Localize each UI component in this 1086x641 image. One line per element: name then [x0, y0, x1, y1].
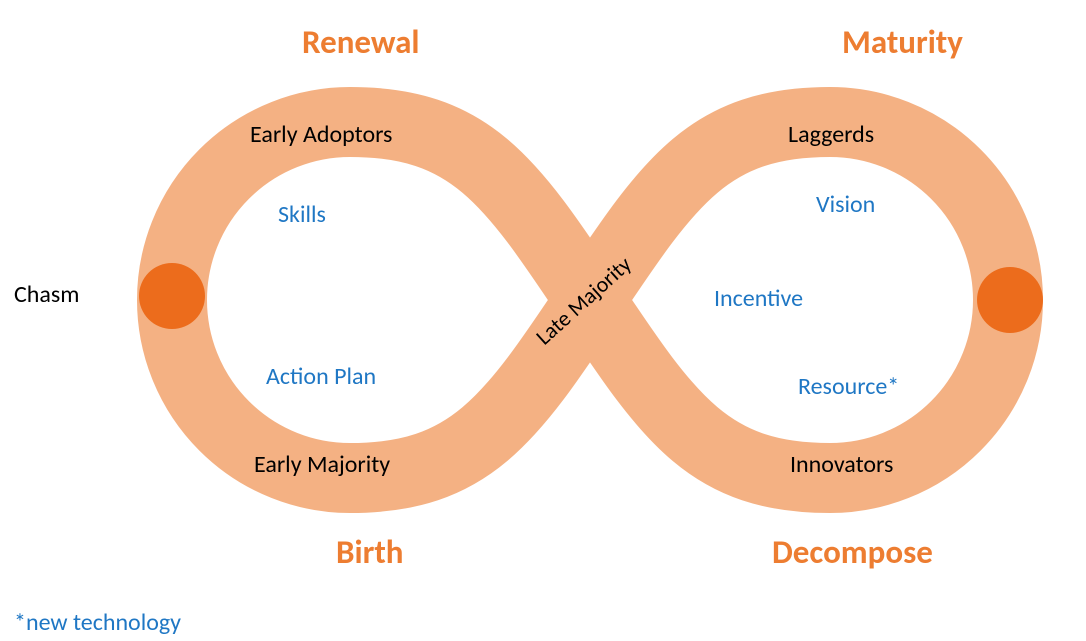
adopter-laggerds: Laggerds — [788, 120, 874, 149]
phase-decompose: Decompose — [772, 532, 933, 572]
inner-action-plan: Action Plan — [266, 362, 376, 391]
phase-birth: Birth — [336, 532, 403, 572]
footnote: *new technology — [14, 608, 181, 637]
left-dot — [139, 263, 205, 329]
phase-renewal: Renewal — [302, 22, 420, 62]
adopter-early-majority: Early Majority — [254, 450, 390, 479]
diagram-canvas: Renewal Maturity Birth Decompose Early A… — [0, 0, 1086, 641]
right-dot — [977, 267, 1043, 333]
inner-skills: Skills — [278, 200, 326, 229]
inner-resource: Resource* — [798, 372, 899, 401]
phase-maturity: Maturity — [842, 22, 963, 62]
adopter-early-adoptors: Early Adoptors — [250, 120, 392, 149]
inner-vision: Vision — [816, 190, 875, 219]
adopter-innovators: Innovators — [790, 450, 893, 479]
chasm-label: Chasm — [14, 280, 79, 309]
inner-incentive: Incentive — [714, 284, 803, 313]
